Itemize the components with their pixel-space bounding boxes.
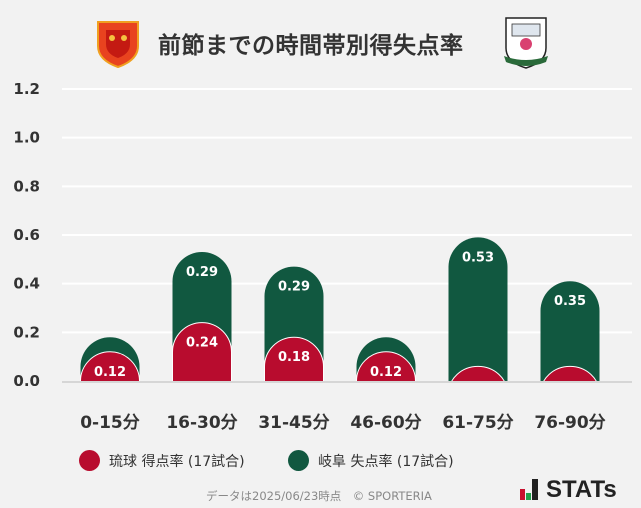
y-tick-label: 1.2 [13,80,40,98]
bar-ryukyu [543,365,597,381]
bar-ryukyu [80,351,140,381]
x-tick-label: 31-45分 [258,413,329,433]
bar-ryukyu [172,322,232,381]
y-tick-label: 0.8 [13,177,40,195]
data-label-ryukyu: 0.24 [186,336,218,351]
data-label-gifu: 0.29 [278,280,310,295]
y-tick-label: 0.6 [13,226,40,244]
data-label-gifu: 0.53 [462,250,494,265]
data-label-gifu: 0.35 [554,294,586,309]
legend-item-ryukyu: 琉球 得点率 (17試合) [79,450,245,471]
data-label-ryukyu: 0.18 [278,350,310,365]
y-tick-label: 1.0 [13,129,40,147]
x-tick-label: 16-30分 [166,413,237,433]
y-tick-label: 0.4 [13,275,40,293]
stats-bars-icon [520,479,538,500]
chart-title: 前節までの時間帯別得失点率 [158,33,464,59]
brand-name: STATs [546,476,617,503]
left-team-logo [97,21,139,69]
x-tick-label: 76-90分 [534,413,605,433]
legend-item-gifu: 岐阜 失点率 (17試合) [288,450,454,471]
bar-gifu [448,237,508,381]
bar-ryukyu [356,351,416,381]
y-tick-label: 0.2 [13,323,40,341]
bar-gifu [540,281,600,381]
x-tick-label: 0-15分 [80,413,140,433]
legend-label: 岐阜 失点率 (17試合) [318,453,454,470]
x-tick-label: 61-75分 [442,413,513,433]
footer-note: データは2025/06/23時点 © SPORTERIA [206,489,432,503]
bar-ryukyu [451,365,505,381]
stats-logo: STATs [520,476,617,504]
y-tick-label: 0.0 [13,372,40,390]
legend-swatch [288,450,309,471]
right-team-logo [504,17,548,69]
data-label-ryukyu: 0.12 [370,365,402,380]
legend-swatch [79,450,100,471]
x-tick-label: 46-60分 [350,413,421,433]
data-label-gifu: 0.29 [186,265,218,280]
data-label-ryukyu: 0.12 [94,365,126,380]
bar-ryukyu [264,336,324,381]
legend-label: 琉球 得点率 (17試合) [109,453,245,470]
